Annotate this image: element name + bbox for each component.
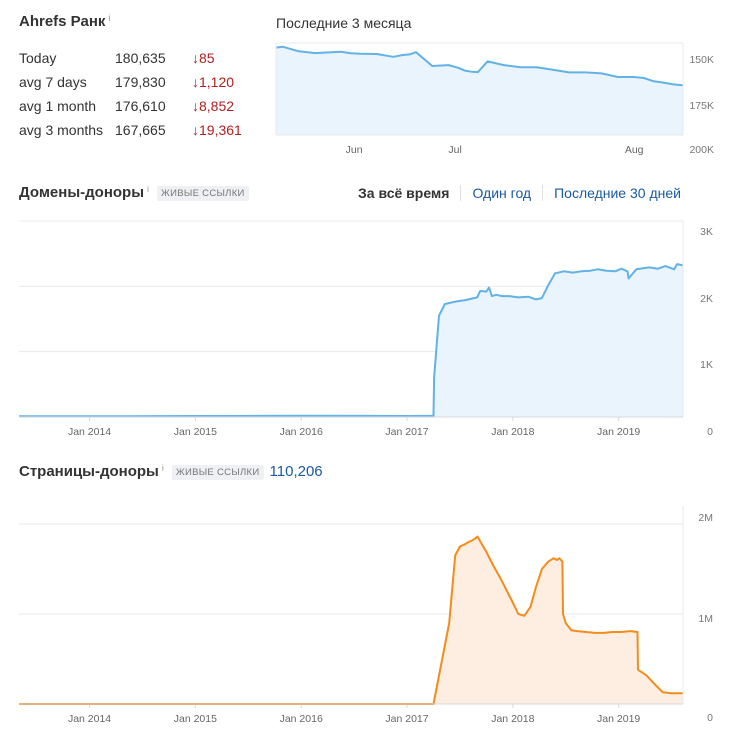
rank-row-label: avg 7 days <box>19 74 87 90</box>
x-tick-label: Jul <box>448 144 461 156</box>
series-area <box>276 46 683 136</box>
rank-row-change: ↓19,361 <box>192 122 242 138</box>
rank-row-change: ↓85 <box>192 50 215 66</box>
rank-row-value: 179,830 <box>115 74 166 90</box>
tab-last-30-days[interactable]: Последние 30 дней <box>542 185 692 201</box>
rank-row-label: avg 1 month <box>19 98 97 114</box>
x-tick-label: Jan 2018 <box>491 426 534 438</box>
domains-title: Домены-доноры i ЖИВЫЕ ССЫЛКИ <box>19 184 249 201</box>
y-tick-label: 175K <box>689 100 714 112</box>
rank-info-icon[interactable]: i <box>108 13 111 23</box>
pages-live-links-badge: ЖИВЫЕ ССЫЛКИ <box>171 464 264 480</box>
x-tick-label: Jan 2017 <box>385 426 428 438</box>
x-tick-label: Jan 2016 <box>280 426 323 438</box>
tab-one-year[interactable]: Один год <box>460 185 542 201</box>
rank-row-change: ↓1,120 <box>192 74 235 90</box>
x-tick-label: Jan 2015 <box>174 426 217 438</box>
y-tick-label: 0 <box>707 712 713 724</box>
tab-all-time[interactable]: За всё время <box>358 185 450 201</box>
rank-chart: Jun Jul Aug 150K 175K 200K <box>275 42 714 156</box>
x-tick-label: Jan 2018 <box>491 713 534 725</box>
x-tick-label: Jan 2019 <box>597 713 640 725</box>
x-tick-label: Jun <box>346 144 363 156</box>
pages-title: Страницы-доноры i ЖИВЫЕ ССЫЛКИ 110,206 <box>19 463 323 480</box>
series-area <box>19 264 683 417</box>
pages-info-icon[interactable]: i <box>161 463 164 473</box>
x-tick-label: Jan 2019 <box>597 426 640 438</box>
y-tick-label: 1M <box>698 613 713 625</box>
y-tick-label: 1K <box>700 359 713 371</box>
x-tick-label: Jan 2017 <box>385 713 428 725</box>
x-tick-label: Jan 2016 <box>280 713 323 725</box>
x-tick-label: Jan 2014 <box>68 426 111 438</box>
y-tick-label: 150K <box>689 54 714 66</box>
pages-title-text: Страницы-доноры <box>19 463 159 480</box>
domains-period-tabs: За всё время Один год Последние 30 дней <box>358 185 692 201</box>
y-tick-label: 0 <box>707 426 713 438</box>
y-tick-label: 200K <box>689 144 714 156</box>
x-tick-label: Jan 2014 <box>68 713 111 725</box>
domains-live-links-badge: ЖИВЫЕ ССЫЛКИ <box>157 185 249 201</box>
rank-row-value: 167,665 <box>115 122 166 138</box>
series-line <box>19 535 683 705</box>
rank-row-value: 176,610 <box>115 98 166 114</box>
series-area <box>19 536 683 704</box>
y-tick-label: 2K <box>700 293 713 305</box>
rank-title-text: Ahrefs Ранк <box>19 13 106 30</box>
x-tick-label: Aug <box>625 144 644 156</box>
rank-row-label: avg 3 months <box>19 122 104 138</box>
series-line <box>19 263 684 418</box>
domains-title-text: Домены-доноры <box>19 184 145 201</box>
rank-title: Ahrefs Ранк i <box>19 13 110 30</box>
rank-row-label: Today <box>19 50 57 66</box>
rank-row-value: 180,635 <box>115 50 166 66</box>
y-tick-label: 3K <box>700 226 713 238</box>
domains-chart: Jan 2014 Jan 2015 Jan 2016 Jan 2017 Jan 2018… <box>19 220 713 438</box>
domains-info-icon[interactable]: i <box>147 184 150 194</box>
pages-count[interactable]: 110,206 <box>269 463 323 480</box>
series-line <box>275 45 684 87</box>
pages-chart: Jan 2014 Jan 2015 Jan 2016 Jan 2017 Jan 2018… <box>19 506 713 725</box>
rank-stats-table: Today 180,635 ↓85 avg 7 days 179,830 ↓1,… <box>19 50 269 140</box>
y-tick-label: 2M <box>698 512 713 524</box>
rank-chart-caption: Последние 3 месяца <box>276 15 412 31</box>
x-tick-label: Jan 2015 <box>174 713 217 725</box>
rank-row-change: ↓8,852 <box>192 98 235 114</box>
